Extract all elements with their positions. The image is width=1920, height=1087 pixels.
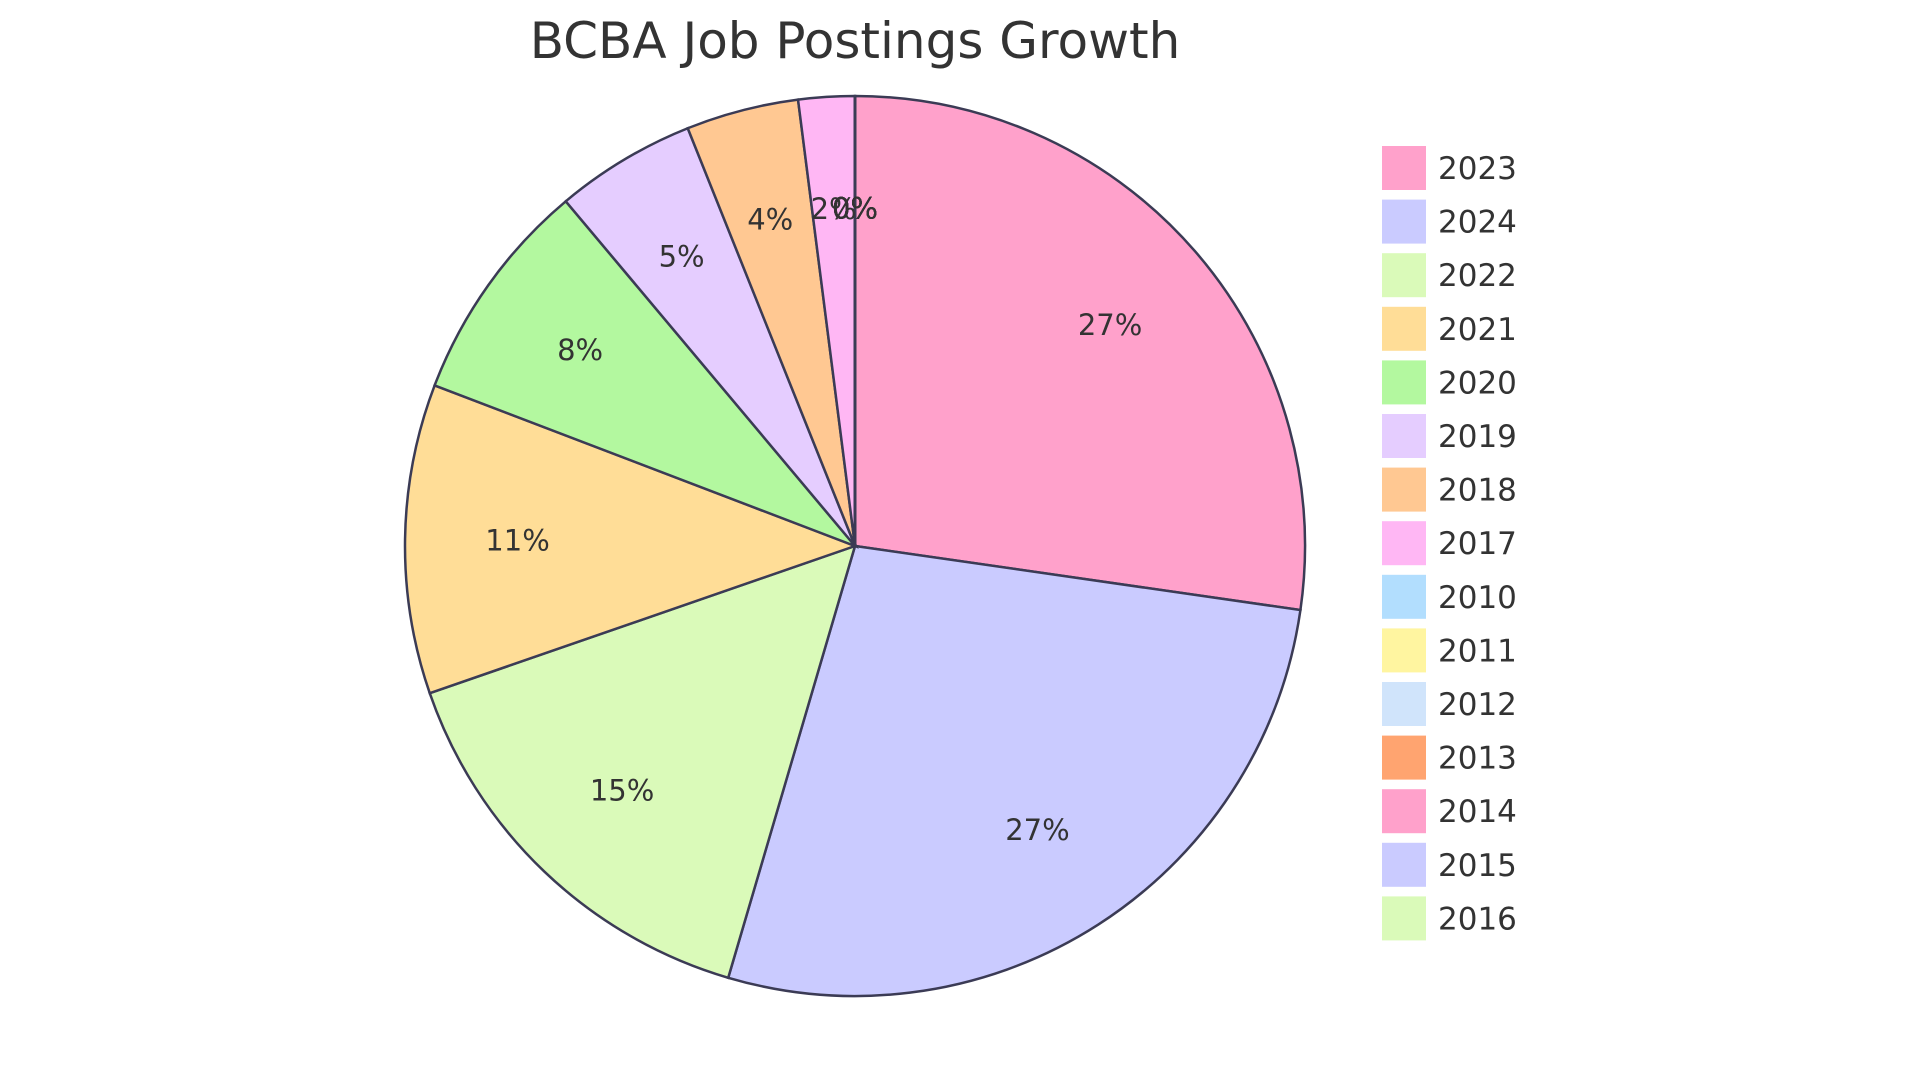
legend-item-2017: 2017 xyxy=(1382,521,1517,566)
slice-2022 xyxy=(428,544,857,980)
legend-swatch-2018 xyxy=(1382,467,1426,512)
slice-label-2018: 4% xyxy=(747,202,793,236)
legend-item-2011: 2011 xyxy=(1382,628,1517,673)
legend-swatch-2017 xyxy=(1382,521,1426,566)
legend-swatch-2011 xyxy=(1382,628,1426,673)
legend-label-2023: 2023 xyxy=(1438,151,1517,187)
legend-swatch-2020 xyxy=(1382,360,1426,405)
legend-item-2020: 2020 xyxy=(1382,360,1517,405)
legend-label-2020: 2020 xyxy=(1438,365,1517,401)
legend-label-2017: 2017 xyxy=(1438,526,1517,562)
legend-swatch-2024 xyxy=(1382,199,1426,244)
legend-label-2021: 2021 xyxy=(1438,312,1517,348)
slice-label-2011: 0% xyxy=(832,192,878,226)
slice-label-2023: 27% xyxy=(1078,308,1142,342)
slice-2024 xyxy=(726,544,1302,998)
slice-label-2022: 15% xyxy=(590,773,654,807)
legend-item-2015: 2015 xyxy=(1382,842,1517,887)
legend-label-2012: 2012 xyxy=(1438,687,1517,723)
legend-item-2016: 2016 xyxy=(1382,896,1517,941)
legend-item-2012: 2012 xyxy=(1382,682,1517,726)
slice-label-2010: 0% xyxy=(832,192,878,226)
legend-label-2014: 2014 xyxy=(1438,794,1517,830)
legend-label-2011: 2011 xyxy=(1438,633,1517,669)
legend-label-2018: 2018 xyxy=(1438,473,1517,509)
chart-title: BCBA Job Postings Growth xyxy=(530,12,1181,70)
pie-slices xyxy=(403,94,1307,998)
legend-swatch-2012 xyxy=(1382,682,1426,726)
legend-item-2023: 2023 xyxy=(1382,146,1517,190)
legend-item-2019: 2019 xyxy=(1382,414,1517,458)
slice-2023 xyxy=(853,94,1307,612)
slice-label-2017: 2% xyxy=(811,192,857,226)
slice-2021 xyxy=(403,383,859,695)
legend-label-2019: 2019 xyxy=(1438,419,1517,455)
slice-label-2014: 0% xyxy=(832,192,878,226)
slice-label-2015: 0% xyxy=(832,192,878,226)
chart-legend: 2023 2024 2022 2021 2020 2019 2018 2017 2010 2011… xyxy=(1382,146,1517,941)
legend-item-2013: 2013 xyxy=(1382,735,1517,780)
legend-label-2016: 2016 xyxy=(1438,901,1517,937)
slice-2019 xyxy=(563,126,857,547)
pie-slice-labels: 27%27%15%11%8%5%4% 2%0%0%0%0%0%0%0% xyxy=(485,192,1142,847)
legend-label-2013: 2013 xyxy=(1438,741,1517,777)
legend-item-2021: 2021 xyxy=(1382,306,1517,351)
legend-swatch-2016 xyxy=(1382,896,1426,941)
slice-label-2016: 0% xyxy=(832,192,878,226)
legend-swatch-2021 xyxy=(1382,306,1426,351)
legend-label-2022: 2022 xyxy=(1438,258,1517,294)
slice-label-2012: 0% xyxy=(832,192,878,226)
legend-item-2024: 2024 xyxy=(1382,199,1517,244)
legend-swatch-2022 xyxy=(1382,253,1426,298)
slice-label-2021: 11% xyxy=(485,524,549,558)
legend-swatch-2019 xyxy=(1382,414,1426,458)
slice-label-2019: 5% xyxy=(659,239,705,273)
legend-item-2018: 2018 xyxy=(1382,467,1517,512)
legend-swatch-2013 xyxy=(1382,735,1426,780)
legend-swatch-2010 xyxy=(1382,574,1426,619)
legend-label-2010: 2010 xyxy=(1438,580,1517,616)
legend-swatch-2015 xyxy=(1382,842,1426,887)
legend-item-2014: 2014 xyxy=(1382,789,1517,834)
legend-item-2010: 2010 xyxy=(1382,574,1517,619)
slice-2020 xyxy=(433,199,860,549)
legend-label-2015: 2015 xyxy=(1438,848,1517,884)
slice-label-2020: 8% xyxy=(557,333,603,367)
legend-swatch-2014 xyxy=(1382,789,1426,834)
slice-label-2024: 27% xyxy=(1005,813,1069,847)
legend-item-2022: 2022 xyxy=(1382,253,1517,298)
legend-label-2024: 2024 xyxy=(1438,205,1517,241)
slice-label-2013: 0% xyxy=(832,192,878,226)
legend-swatch-2023 xyxy=(1382,146,1426,190)
